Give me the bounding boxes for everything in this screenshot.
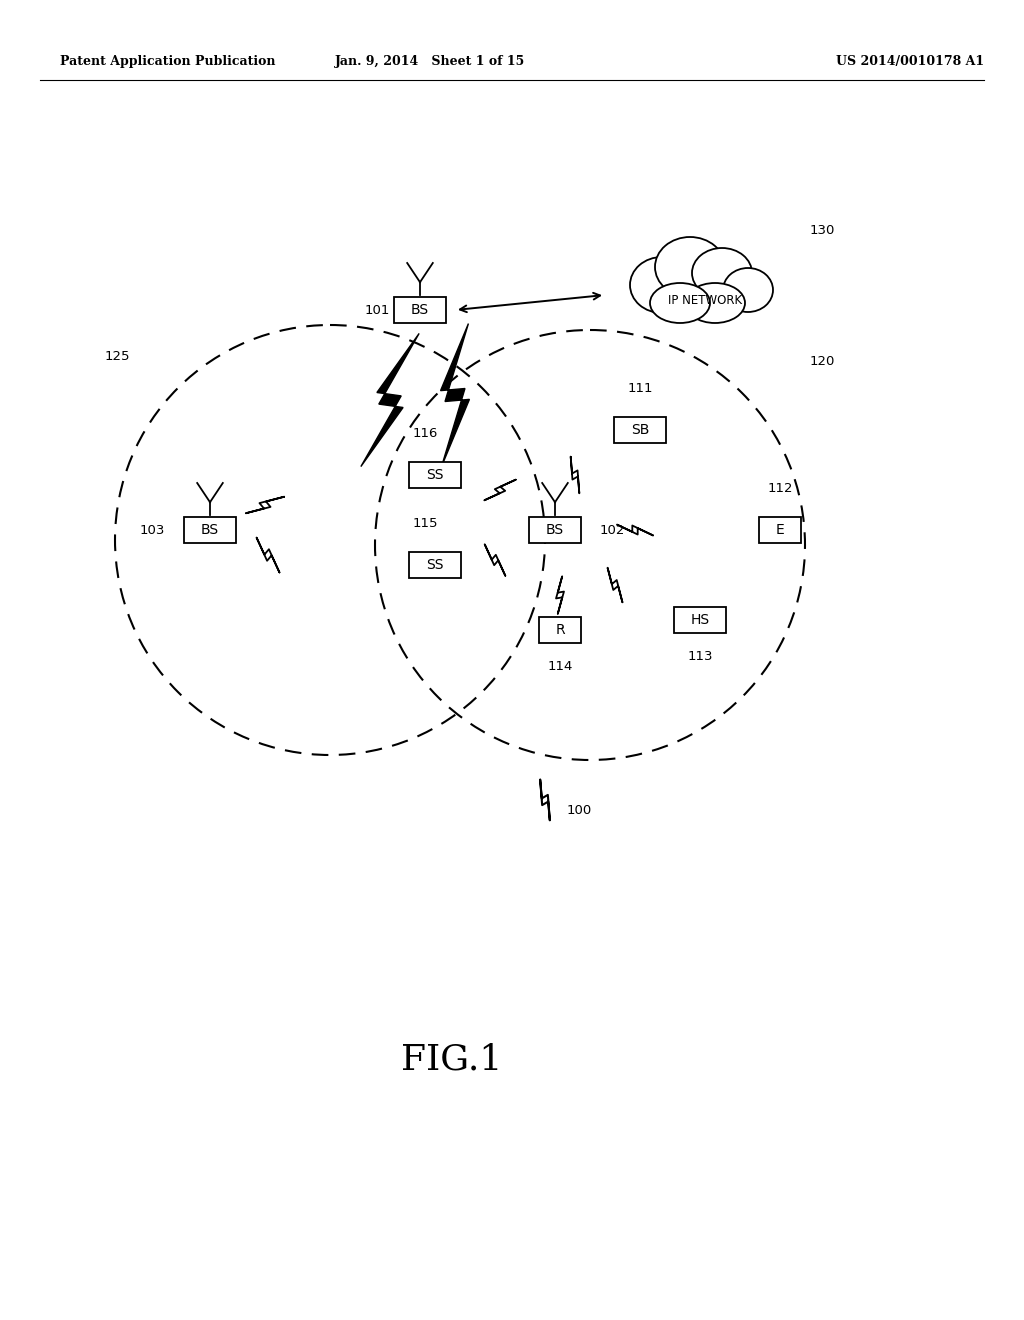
Text: 130: 130 <box>810 223 836 236</box>
Text: BS: BS <box>201 523 219 537</box>
Text: 101: 101 <box>365 304 390 317</box>
Text: 112: 112 <box>767 482 793 495</box>
Ellipse shape <box>655 238 725 297</box>
Text: SS: SS <box>426 469 443 482</box>
Bar <box>529 517 581 543</box>
Text: 113: 113 <box>687 649 713 663</box>
Text: US 2014/0010178 A1: US 2014/0010178 A1 <box>836 55 984 69</box>
Bar <box>394 297 446 323</box>
Text: Patent Application Publication: Patent Application Publication <box>60 55 275 69</box>
Text: 103: 103 <box>139 524 165 536</box>
Text: 102: 102 <box>600 524 626 536</box>
Bar <box>409 552 461 578</box>
Text: 111: 111 <box>628 381 652 395</box>
Ellipse shape <box>723 268 773 312</box>
Bar <box>614 417 666 444</box>
Text: BS: BS <box>411 304 429 317</box>
Text: 125: 125 <box>105 350 130 363</box>
Bar <box>759 517 801 543</box>
Text: R: R <box>555 623 565 638</box>
Ellipse shape <box>630 257 694 313</box>
Text: SS: SS <box>426 558 443 572</box>
Text: Jan. 9, 2014   Sheet 1 of 15: Jan. 9, 2014 Sheet 1 of 15 <box>335 55 525 69</box>
Text: 115: 115 <box>413 517 437 531</box>
Bar <box>184 517 236 543</box>
Bar <box>409 462 461 488</box>
Text: 120: 120 <box>810 355 836 368</box>
Bar <box>539 616 581 643</box>
Ellipse shape <box>685 282 745 323</box>
Ellipse shape <box>640 260 770 319</box>
Text: FIG.1: FIG.1 <box>401 1043 503 1077</box>
Text: HS: HS <box>690 612 710 627</box>
Polygon shape <box>360 334 419 466</box>
Bar <box>674 607 726 634</box>
Text: BS: BS <box>546 523 564 537</box>
Text: E: E <box>775 523 784 537</box>
Text: SB: SB <box>631 422 649 437</box>
Text: 114: 114 <box>547 660 572 673</box>
Ellipse shape <box>650 282 710 323</box>
Ellipse shape <box>692 248 752 298</box>
Text: 116: 116 <box>413 426 437 440</box>
Text: 100: 100 <box>567 804 592 817</box>
Text: IP NETWORK: IP NETWORK <box>668 293 742 306</box>
Polygon shape <box>440 323 469 466</box>
